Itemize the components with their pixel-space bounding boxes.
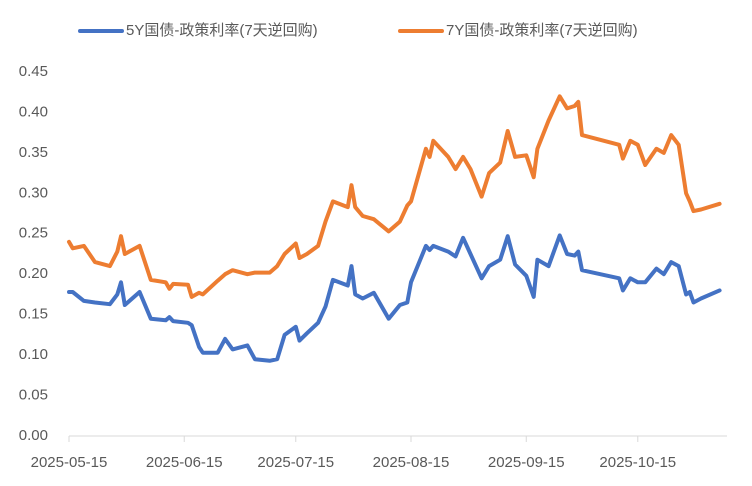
- y-tick-label: 0.00: [19, 427, 48, 444]
- y-tick-label: 0.10: [19, 346, 48, 363]
- x-tick-label: 2025-10-15: [599, 454, 676, 471]
- y-tick-label: 0.25: [19, 225, 48, 242]
- x-tick-label: 2025-09-15: [488, 454, 565, 471]
- y-tick-label: 0.20: [19, 265, 48, 282]
- y-tick-label: 0.35: [19, 144, 48, 161]
- y-tick-label: 0.30: [19, 184, 48, 201]
- y-tick-label: 0.15: [19, 306, 48, 323]
- legend-label: 5Y国债-政策利率(7天逆回购): [126, 22, 318, 39]
- x-tick-label: 2025-06-15: [146, 454, 223, 471]
- y-tick-label: 0.40: [19, 103, 48, 120]
- y-tick-label: 0.45: [19, 63, 48, 80]
- y-tick-label: 0.05: [19, 387, 48, 404]
- x-tick-label: 2025-05-15: [31, 454, 108, 471]
- series-line: [67, 94, 722, 299]
- x-tick-label: 2025-08-15: [373, 454, 450, 471]
- series-line: [67, 233, 722, 363]
- legend-label: 7Y国债-政策利率(7天逆回购): [446, 22, 638, 39]
- x-tick-label: 2025-07-15: [257, 454, 334, 471]
